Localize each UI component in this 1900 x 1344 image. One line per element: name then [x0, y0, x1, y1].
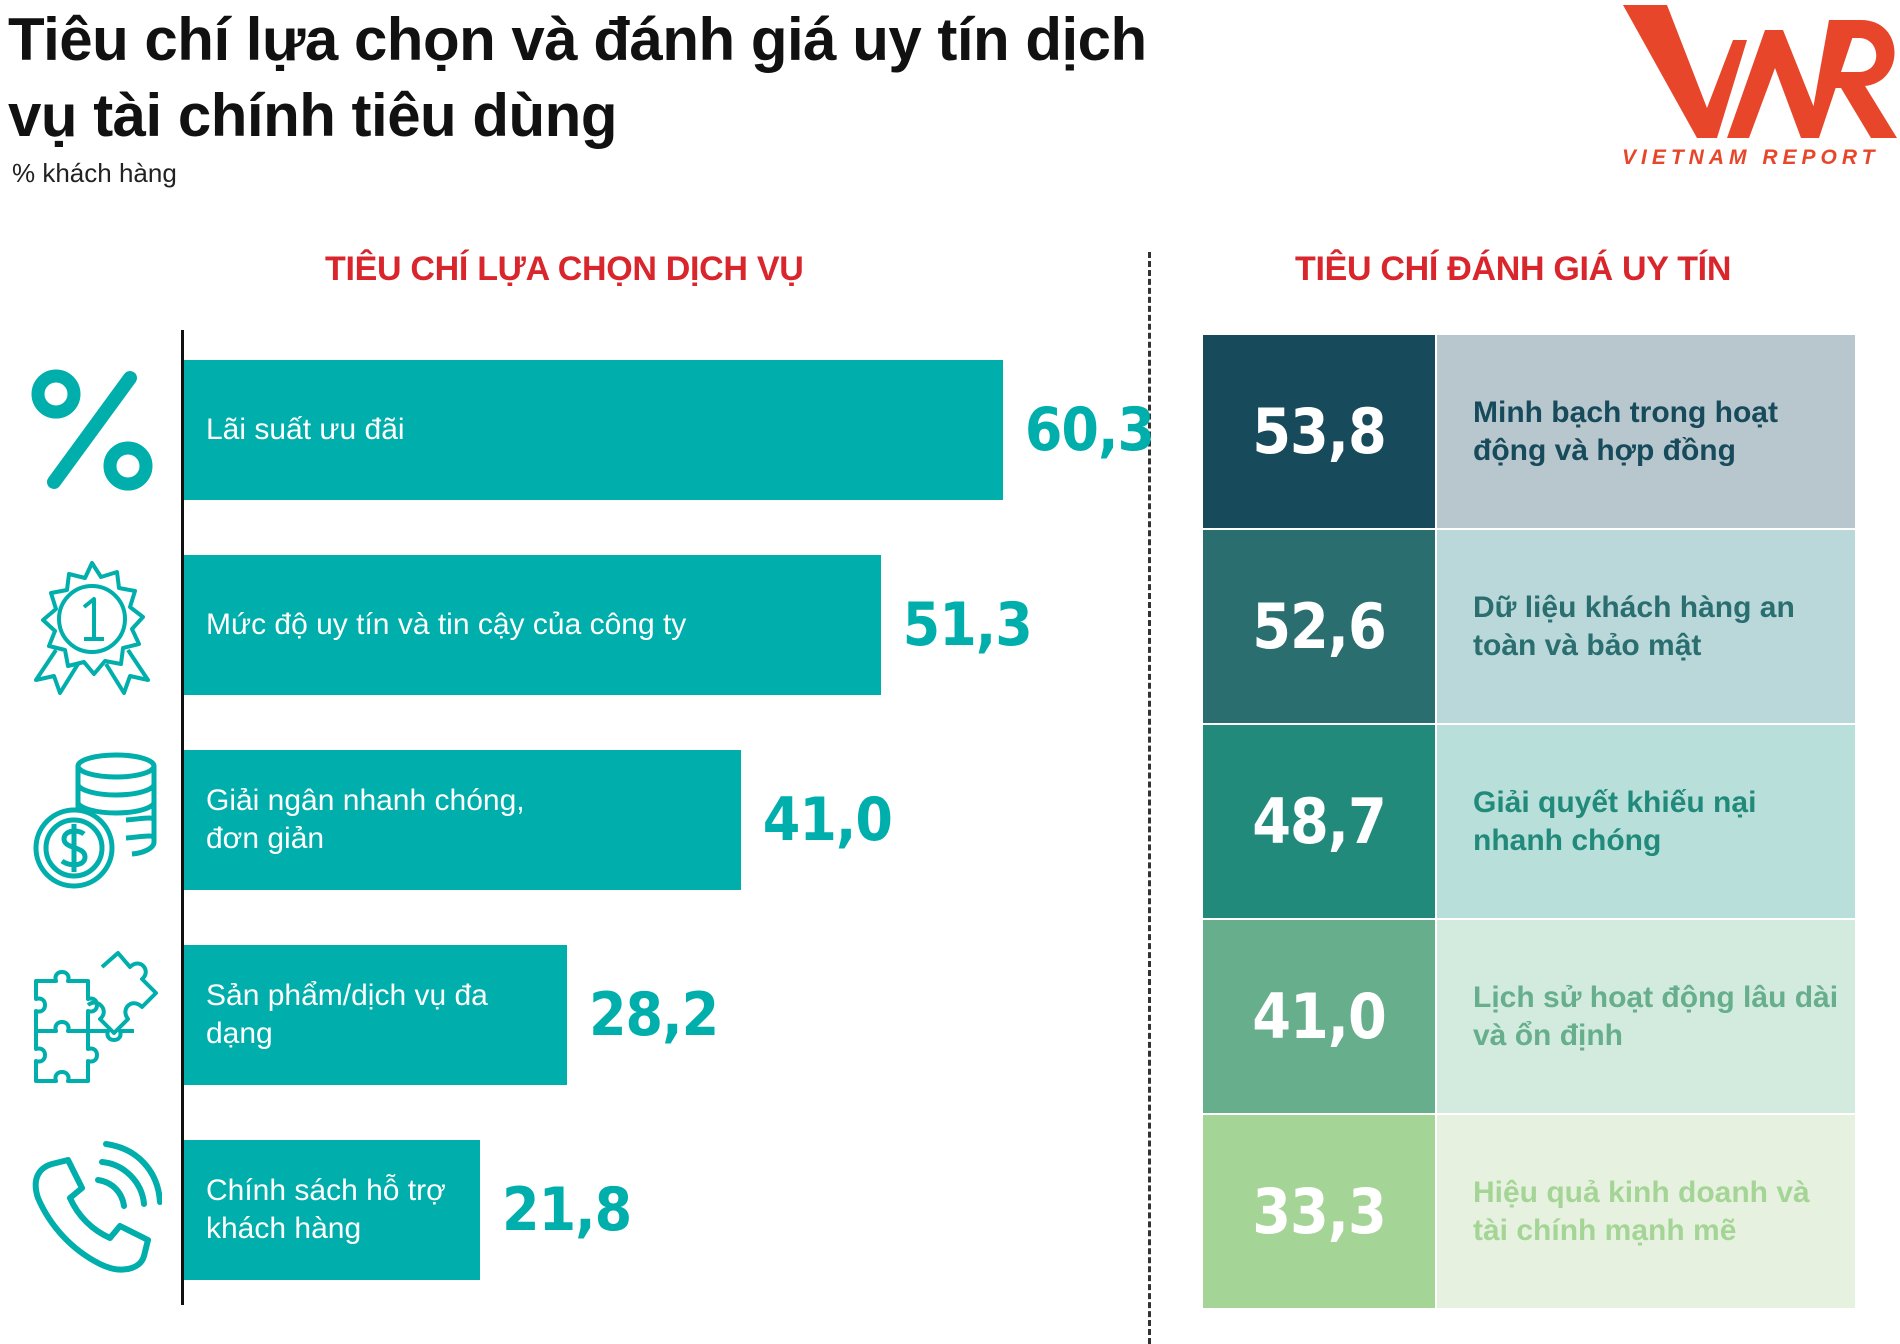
phone-ringing-icon: [32, 1141, 162, 1273]
grid-value: 53,8: [1203, 335, 1435, 528]
bar-1: Lãi suất ưu đãi: [184, 360, 1003, 500]
grid-value: 33,3: [1203, 1115, 1435, 1308]
bar-4: Sản phẩm/dịch vụ đa dạng: [184, 945, 567, 1085]
bar-axis-line: [181, 330, 184, 1305]
grid-value: 41,0: [1203, 920, 1435, 1113]
logo-text: VIETNAM REPORT: [1622, 146, 1880, 169]
grid-row: 52,6 Dữ liệu khách hàng an toàn và bảo m…: [1203, 530, 1855, 723]
bar-value-label: 60,3: [1024, 395, 1155, 465]
bar-value-label: 51,3: [902, 590, 1033, 660]
grid-label: Lịch sử hoạt động lâu dài và ổn định: [1473, 980, 1839, 1052]
bar-3: Giải ngân nhanh chóng, đơn giản: [184, 750, 741, 890]
grid-label-cell: Minh bạch trong hoạt động và hợp đồng: [1437, 335, 1855, 528]
dashed-divider: [1148, 252, 1151, 1344]
right-section-header: TIÊU CHÍ ĐÁNH GIÁ UY TÍN: [1295, 250, 1732, 288]
grid-label: Hiệu quả kinh doanh và tài chính mạnh mẽ: [1473, 1175, 1810, 1247]
coins-dollar-icon: [33, 752, 157, 889]
grid-row: 41,0 Lịch sử hoạt động lâu dài và ổn địn…: [1203, 920, 1855, 1113]
bar-value-label: 21,8: [502, 1175, 632, 1245]
bar-label: Mức độ uy tín và tin cậy của công ty: [206, 608, 687, 641]
grid-row: 48,7 Giải quyết khiếu nại nhanh chóng: [1203, 725, 1855, 918]
grid-label-cell: Dữ liệu khách hàng an toàn và bảo mật: [1437, 530, 1855, 723]
grid-row: 53,8 Minh bạch trong hoạt động và hợp đồ…: [1203, 335, 1855, 528]
unit-subtitle: % khách hàng: [12, 158, 177, 188]
grid-row: 33,3 Hiệu quả kinh doanh và tài chính mạ…: [1203, 1115, 1855, 1308]
grid-label-cell: Hiệu quả kinh doanh và tài chính mạnh mẽ: [1437, 1115, 1855, 1308]
bar-label: Chính sách hỗ trợ khách hàng: [206, 1174, 446, 1245]
grid-label: Giải quyết khiếu nại nhanh chóng: [1473, 785, 1757, 857]
grid-label-cell: Giải quyết khiếu nại nhanh chóng: [1437, 725, 1855, 918]
left-section-header: TIÊU CHÍ LỰA CHỌN DỊCH VỤ: [325, 250, 804, 288]
bar-2: Mức độ uy tín và tin cậy của công ty: [184, 555, 881, 695]
grid-value: 52,6: [1203, 530, 1435, 723]
vnr-logo-icon: [1623, 5, 1897, 138]
bar-label: Sản phẩm/dịch vụ đa dạng: [206, 979, 488, 1050]
bar-value-label: 41,0: [762, 785, 893, 855]
bar-label: Giải ngân nhanh chóng, đơn giản: [206, 784, 525, 855]
grid-label: Minh bạch trong hoạt động và hợp đồng: [1473, 395, 1778, 467]
award-badge-icon: [34, 561, 150, 695]
bar-label: Lãi suất ưu đãi: [206, 413, 405, 446]
bar-5: Chính sách hỗ trợ khách hàng: [184, 1140, 481, 1280]
puzzle-icon: [34, 951, 158, 1083]
page-title: Tiêu chí lựa chọn và đánh giá uy tín dịc…: [8, 6, 1147, 149]
bar-value-label: 28,2: [588, 980, 719, 1050]
grid-label-cell: Lịch sử hoạt động lâu dài và ổn định: [1437, 920, 1855, 1113]
bar-chart: Lãi suất ưu đãi 60,3 Mức độ uy tín và tin …: [184, 360, 1155, 1280]
grid-value: 48,7: [1203, 725, 1435, 918]
percent-icon: [31, 369, 153, 491]
reputation-grid: 53,8 Minh bạch trong hoạt động và hợp đồ…: [1203, 335, 1855, 1310]
grid-label: Dữ liệu khách hàng an toàn và bảo mật: [1473, 590, 1795, 662]
